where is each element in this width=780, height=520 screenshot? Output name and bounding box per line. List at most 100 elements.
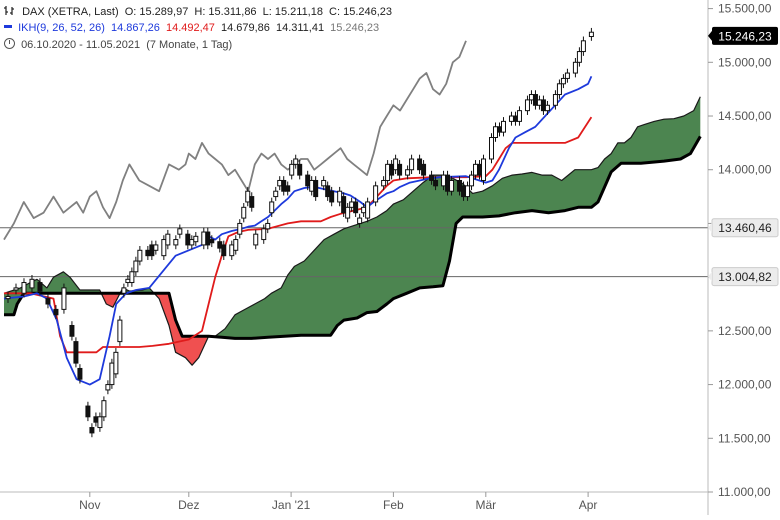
candle-body[interactable] xyxy=(245,190,251,203)
candle-body[interactable] xyxy=(273,190,279,198)
candle-body[interactable] xyxy=(500,120,506,133)
candle-body[interactable] xyxy=(540,99,546,112)
candle-body[interactable] xyxy=(544,104,550,112)
candle-body[interactable] xyxy=(492,126,498,139)
candle-body[interactable] xyxy=(421,163,427,176)
candle-body[interactable] xyxy=(441,174,447,187)
candle-body[interactable] xyxy=(325,185,331,198)
candle-body[interactable] xyxy=(524,99,530,112)
candle-body[interactable] xyxy=(481,158,487,181)
candle-body[interactable] xyxy=(361,206,367,214)
candle-body[interactable] xyxy=(117,319,123,343)
candle-body[interactable] xyxy=(341,196,347,214)
candle-body[interactable] xyxy=(125,278,131,284)
candle-body[interactable] xyxy=(461,185,467,198)
candle-body[interactable] xyxy=(349,201,355,208)
candle-body[interactable] xyxy=(393,158,399,171)
candle-body[interactable] xyxy=(365,201,371,219)
candle-body[interactable] xyxy=(5,295,11,300)
candle-body[interactable] xyxy=(73,341,79,364)
candle-body[interactable] xyxy=(536,99,542,106)
candle-body[interactable] xyxy=(137,249,143,262)
candle-body[interactable] xyxy=(285,185,291,192)
candle-body[interactable] xyxy=(229,244,235,257)
candle-body[interactable] xyxy=(185,233,191,246)
candle-body[interactable] xyxy=(337,190,343,203)
candle-body[interactable] xyxy=(373,185,379,203)
candle-body[interactable] xyxy=(385,163,391,181)
candle-body[interactable] xyxy=(588,31,594,38)
candle-body[interactable] xyxy=(489,137,495,160)
candle-body[interactable] xyxy=(145,249,151,257)
candle-body[interactable] xyxy=(237,222,243,235)
candle-body[interactable] xyxy=(113,351,119,375)
candle-body[interactable] xyxy=(261,228,267,241)
candle-body[interactable] xyxy=(29,278,35,289)
candle-body[interactable] xyxy=(21,282,27,294)
candle-body[interactable] xyxy=(576,51,582,63)
candle-body[interactable] xyxy=(289,163,295,176)
candle-body[interactable] xyxy=(516,110,522,122)
candle-body[interactable] xyxy=(37,282,43,292)
candle-body[interactable] xyxy=(580,40,586,53)
candle-body[interactable] xyxy=(469,174,475,187)
candle-body[interactable] xyxy=(321,179,327,187)
candle-body[interactable] xyxy=(508,115,514,122)
candle-body[interactable] xyxy=(53,308,59,316)
candle-body[interactable] xyxy=(205,231,211,246)
candle-body[interactable] xyxy=(269,201,275,214)
candle-body[interactable] xyxy=(241,206,247,219)
candle-body[interactable] xyxy=(357,217,363,224)
candle-body[interactable] xyxy=(173,239,179,246)
candle-body[interactable] xyxy=(129,271,135,284)
candle-body[interactable] xyxy=(528,94,534,101)
candle-body[interactable] xyxy=(473,163,479,176)
candle-body[interactable] xyxy=(277,179,283,187)
candle-body[interactable] xyxy=(281,179,287,192)
candle-body[interactable] xyxy=(353,201,359,214)
candle-body[interactable] xyxy=(121,287,127,294)
candle-body[interactable] xyxy=(61,287,67,310)
candle-body[interactable] xyxy=(381,179,387,187)
candle-body[interactable] xyxy=(477,163,483,176)
candle-body[interactable] xyxy=(532,94,538,106)
candle-body[interactable] xyxy=(165,233,171,246)
candle-body[interactable] xyxy=(177,228,183,235)
candle-body[interactable] xyxy=(405,169,411,176)
candle-body[interactable] xyxy=(105,384,111,391)
candle-body[interactable] xyxy=(496,126,502,133)
candle-body[interactable] xyxy=(397,163,403,176)
candle-body[interactable] xyxy=(564,72,570,79)
candle-body[interactable] xyxy=(449,179,455,192)
candle-body[interactable] xyxy=(512,115,518,122)
candle-body[interactable] xyxy=(221,244,227,257)
candle-body[interactable] xyxy=(189,239,195,246)
candle-body[interactable] xyxy=(69,324,75,337)
candle-body[interactable] xyxy=(109,362,115,386)
candle-body[interactable] xyxy=(409,158,415,171)
candle-body[interactable] xyxy=(133,260,139,273)
candle-body[interactable] xyxy=(85,405,91,418)
candle-body[interactable] xyxy=(13,287,19,291)
candle-body[interactable] xyxy=(217,241,223,249)
candle-body[interactable] xyxy=(45,298,51,305)
candle-body[interactable] xyxy=(89,427,95,434)
candle-body[interactable] xyxy=(209,239,215,244)
candle-body[interactable] xyxy=(161,239,167,257)
candle-body[interactable] xyxy=(556,83,562,96)
candle-body[interactable] xyxy=(293,158,299,165)
candle-body[interactable] xyxy=(572,61,578,74)
candle-body[interactable] xyxy=(309,179,315,192)
candle-body[interactable] xyxy=(253,233,259,246)
candle-body[interactable] xyxy=(313,179,319,198)
candle-body[interactable] xyxy=(433,179,439,187)
candle-body[interactable] xyxy=(417,158,423,171)
candle-body[interactable] xyxy=(233,239,239,251)
candle-body[interactable] xyxy=(153,244,159,251)
candle-body[interactable] xyxy=(265,222,271,230)
candle-body[interactable] xyxy=(77,367,83,380)
candle-body[interactable] xyxy=(297,163,303,176)
candle-body[interactable] xyxy=(389,163,395,176)
